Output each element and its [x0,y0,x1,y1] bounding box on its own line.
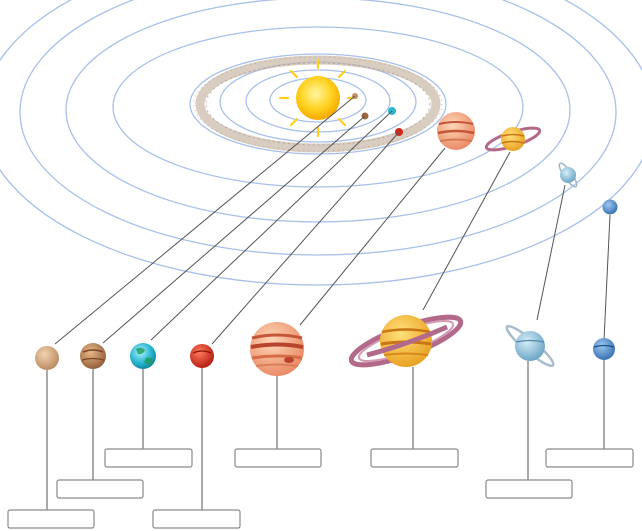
uranus-orbit-dot [558,162,578,188]
saturn-orbit-dot [484,126,542,152]
label-box-neptune[interactable] [545,448,634,468]
mercury-icon [35,346,59,370]
earth-icon [130,343,156,369]
label-box-venus[interactable] [56,479,144,499]
saturn-icon [348,314,464,368]
sun-icon [278,58,358,138]
label-box-mercury[interactable] [7,509,95,529]
neptune-icon [593,338,615,360]
venus-icon [80,343,106,369]
orbit-uranus [19,0,617,256]
label-boxes [7,448,634,529]
jupiter-orbit-dot [437,112,475,150]
label-box-saturn[interactable] [370,448,459,468]
label-box-mars[interactable] [152,509,241,529]
orbit-neptune [0,0,642,286]
orbit-jupiter [112,26,524,188]
orbit-mars [189,53,447,155]
orbit-saturn [65,0,571,223]
orbits [0,0,642,286]
uranus-icon [505,324,555,368]
label-box-jupiter[interactable] [234,448,322,468]
label-box-uranus[interactable] [485,479,573,499]
mars-icon [190,344,214,368]
label-box-earth[interactable] [104,448,193,468]
connector-lines [54,95,611,345]
neptune-orbit-dot [602,199,618,215]
leader-lines [46,360,605,510]
orbit-planets [352,93,618,215]
jupiter-icon [250,322,304,376]
